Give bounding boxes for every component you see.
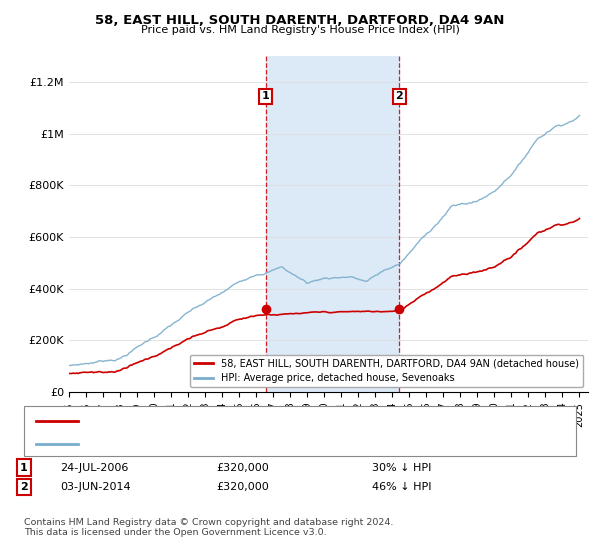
Text: 24-JUL-2006: 24-JUL-2006 xyxy=(60,463,128,473)
Text: 46% ↓ HPI: 46% ↓ HPI xyxy=(372,482,431,492)
Text: Price paid vs. HM Land Registry's House Price Index (HPI): Price paid vs. HM Land Registry's House … xyxy=(140,25,460,35)
Text: 2: 2 xyxy=(395,91,403,101)
Text: £320,000: £320,000 xyxy=(216,482,269,492)
Text: 1: 1 xyxy=(20,463,28,473)
Text: 30% ↓ HPI: 30% ↓ HPI xyxy=(372,463,431,473)
Bar xyxy=(266,56,400,392)
Text: 2: 2 xyxy=(20,482,28,492)
Legend: 58, EAST HILL, SOUTH DARENTH, DARTFORD, DA4 9AN (detached house), HPI: Average p: 58, EAST HILL, SOUTH DARENTH, DARTFORD, … xyxy=(190,354,583,387)
Text: 1: 1 xyxy=(262,91,269,101)
Text: 58, EAST HILL, SOUTH DARENTH, DARTFORD, DA4 9AN (detached house): 58, EAST HILL, SOUTH DARENTH, DARTFORD, … xyxy=(84,416,449,426)
Text: Contains HM Land Registry data © Crown copyright and database right 2024.
This d: Contains HM Land Registry data © Crown c… xyxy=(24,518,394,538)
Text: HPI: Average price, detached house, Sevenoaks: HPI: Average price, detached house, Seve… xyxy=(84,439,322,449)
Text: £320,000: £320,000 xyxy=(216,463,269,473)
Text: 58, EAST HILL, SOUTH DARENTH, DARTFORD, DA4 9AN: 58, EAST HILL, SOUTH DARENTH, DARTFORD, … xyxy=(95,14,505,27)
Text: 03-JUN-2014: 03-JUN-2014 xyxy=(60,482,131,492)
